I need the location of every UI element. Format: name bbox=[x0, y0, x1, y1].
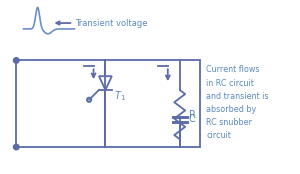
Text: R: R bbox=[189, 110, 196, 120]
Text: C: C bbox=[189, 114, 195, 124]
Circle shape bbox=[14, 144, 19, 150]
Text: Transient voltage: Transient voltage bbox=[75, 19, 148, 27]
Text: Current flows
in RC circuit
and transient is
absorbed by
RC snubber
circuit: Current flows in RC circuit and transien… bbox=[206, 65, 269, 140]
Circle shape bbox=[14, 58, 19, 63]
Text: T: T bbox=[114, 91, 120, 101]
Text: 1: 1 bbox=[120, 95, 125, 101]
